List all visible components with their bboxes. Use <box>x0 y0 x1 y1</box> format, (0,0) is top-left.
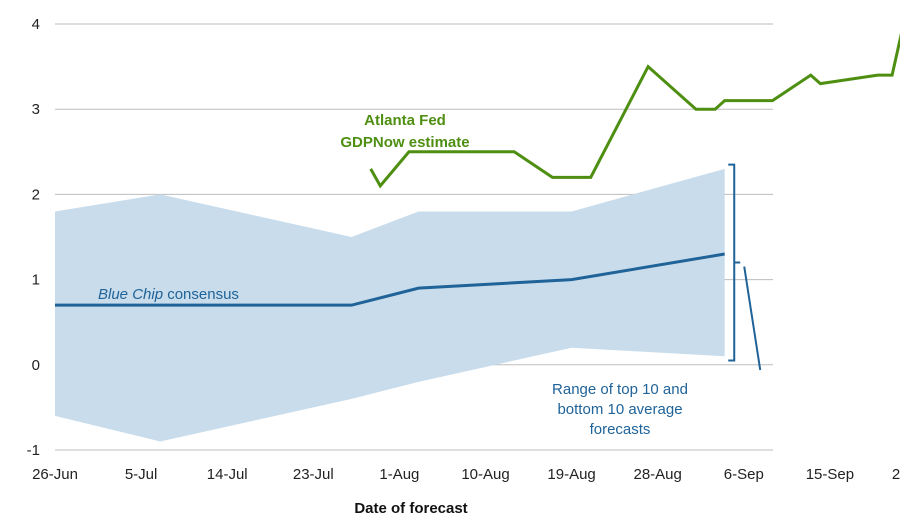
range-band-area <box>55 168 725 442</box>
x-tick-label: 15-Sep <box>806 466 854 483</box>
bluechip-label-rest: consensus <box>163 286 239 303</box>
range-label-line1: Range of top 10 and <box>552 381 688 398</box>
x-tick-label: 23-Jul <box>293 466 334 483</box>
y-tick-label: -1 <box>27 442 40 459</box>
y-tick-label: 3 <box>32 101 40 118</box>
x-tick-label: 6-Sep <box>724 466 764 483</box>
bluechip-label: Blue Chip consensus <box>98 286 239 303</box>
gdpnow-label-line2: GDPNow estimate <box>340 134 469 151</box>
range-bracket-shape <box>728 163 741 362</box>
y-axis-tick-labels: -1 0 1 2 3 4 <box>27 16 40 459</box>
y-tick-label: 1 <box>32 272 40 289</box>
series-lines <box>55 33 900 307</box>
y-tick-label: 4 <box>32 16 40 33</box>
x-tick-label: 14-Jul <box>207 466 248 483</box>
x-tick-label: 1-Aug <box>379 466 419 483</box>
gdpnow-line <box>369 33 900 189</box>
range-bracket-leader <box>743 266 762 371</box>
y-tick-label: 0 <box>32 357 40 374</box>
gdpnow-label-line1: Atlanta Fed <box>364 112 446 129</box>
x-tick-label: 19-Aug <box>547 466 595 483</box>
x-tick-label: 28-Aug <box>634 466 682 483</box>
x-tick-label: 10-Aug <box>461 466 509 483</box>
range-label-line3: forecasts <box>590 421 651 438</box>
y-tick-label: 2 <box>32 186 40 203</box>
x-axis-title: Date of forecast <box>354 500 467 517</box>
x-tick-label: 24-Sep <box>892 466 900 483</box>
range-bracket <box>728 163 762 371</box>
bluechip-line <box>55 252 725 307</box>
x-tick-label: 5-Jul <box>125 466 158 483</box>
x-tick-label: 26-Jun <box>32 466 78 483</box>
range-label-line2: bottom 10 average <box>557 401 682 418</box>
forecast-range-band <box>55 168 725 442</box>
bluechip-label-italic: Blue Chip <box>98 286 163 303</box>
x-axis-tick-labels: 26-Jun 5-Jul 14-Jul 23-Jul 1-Aug 10-Aug 19-Aug… <box>32 466 900 483</box>
